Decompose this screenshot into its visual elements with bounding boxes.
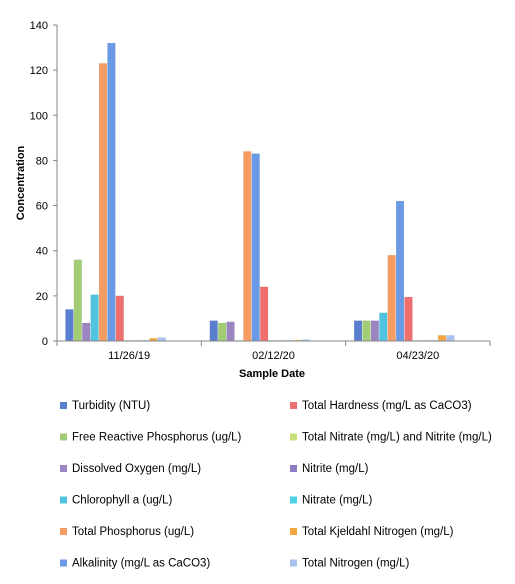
- y-tick-label: 40: [36, 246, 48, 258]
- legend-swatch: [60, 433, 67, 441]
- bar-dissolved-oxygen-mg-l-02-12-20: [226, 321, 235, 342]
- legend-item-total-hardness-mg-l-as-caco3: Total Hardness (mg/L as CaCO3): [290, 400, 472, 412]
- bar-free-reactive-phosphorus-ug-l-02-12-20: [217, 322, 227, 342]
- legend-label: Free Reactive Phosphorus (ug/L): [72, 432, 242, 444]
- bar-dissolved-oxygen-mg-l-11-26-19: [82, 322, 91, 342]
- x-tick-label: 04/23/20: [396, 350, 439, 362]
- bar-turbidity-ntu-04-23-20: [353, 320, 363, 342]
- y-tick-label: 80: [36, 155, 48, 167]
- legend-swatch: [290, 402, 297, 409]
- bar-chlorophyll-a-ug-l-11-26-19: [90, 294, 99, 342]
- bar-alkalinity-mg-l-as-caco3-02-12-20: [251, 153, 260, 342]
- legend-label: Turbidity (NTU): [72, 400, 150, 412]
- legend-item-total-nitrate-mg-l-and-nitrite-mg-l: Total Nitrate (mg/L) and Nitrite (mg/L): [290, 432, 492, 444]
- bar-free-reactive-phosphorus-ug-l-11-26-19: [73, 259, 82, 342]
- legend-swatch: [290, 465, 297, 472]
- bar-turbidity-ntu-11-26-19: [65, 309, 74, 342]
- bar-total-hardness-mg-l-as-caco3-04-23-20: [404, 296, 413, 342]
- x-axis-title: Sample Date: [239, 368, 305, 380]
- legend-item-total-kjeldahl-nitrogen-mg-l: Total Kjeldahl Nitrogen (mg/L): [290, 526, 454, 538]
- legend-item-nitrite-mg-l: Nitrite (mg/L): [290, 463, 369, 475]
- legend-item-nitrate-mg-l: Nitrate (mg/L): [290, 495, 372, 507]
- bar-total-phosphorus-ug-l-11-26-19: [98, 63, 108, 342]
- y-axis: 0 20 40 60 80 100 120 140: [30, 20, 58, 348]
- bar-total-nitrogen-mg-l-11-26-19: [157, 337, 166, 342]
- legend-label: Total Kjeldahl Nitrogen (mg/L): [302, 526, 454, 538]
- bar-total-phosphorus-ug-l-02-12-20: [243, 151, 252, 342]
- bar-chlorophyll-a-ug-l-04-23-20: [379, 312, 388, 342]
- bar-total-nitrogen-mg-l-04-23-20: [446, 335, 455, 342]
- legend-swatch: [60, 496, 67, 504]
- legend-swatch: [290, 559, 297, 567]
- legend: Turbidity (NTU) Free Reactive Phosphorus …: [60, 400, 492, 570]
- legend-swatch: [60, 528, 67, 535]
- y-tick-label: 20: [36, 291, 48, 303]
- x-axis: 11/26/19 02/12/20 04/23/20: [56, 340, 491, 362]
- legend-label: Total Phosphorus (ug/L): [72, 526, 194, 538]
- bar-alkalinity-mg-l-as-caco3-04-23-20: [395, 200, 405, 342]
- legend-label: Dissolved Oxygen (mg/L): [72, 463, 201, 475]
- y-axis-title: Concentration: [15, 145, 27, 220]
- legend-label: Total Nitrogen (mg/L): [302, 558, 410, 570]
- legend-label: Alkalinity (mg/L as CaCO3): [72, 558, 210, 570]
- y-tick-label: 100: [30, 110, 48, 122]
- legend-label: Nitrate (mg/L): [302, 495, 372, 507]
- legend-label: Total Nitrate (mg/L) and Nitrite (mg/L): [302, 432, 492, 444]
- y-tick-label: 60: [36, 201, 48, 213]
- legend-item-total-phosphorus-ug-l: Total Phosphorus (ug/L): [60, 526, 194, 538]
- legend-label: Nitrite (mg/L): [302, 463, 369, 475]
- legend-item-alkalinity-mg-l-as-caco3: Alkalinity (mg/L as CaCO3): [60, 558, 210, 570]
- legend-item-total-nitrogen-mg-l: Total Nitrogen (mg/L): [290, 558, 410, 570]
- legend-item-free-reactive-phosphorus-ug-l: Free Reactive Phosphorus (ug/L): [60, 432, 242, 444]
- legend-item-turbidity-ntu: Turbidity (NTU): [60, 400, 150, 412]
- bar-alkalinity-mg-l-as-caco3-11-26-19: [107, 42, 116, 342]
- bar-total-hardness-mg-l-as-caco3-11-26-19: [115, 295, 124, 342]
- bar-total-kjeldahl-nitrogen-mg-l-04-23-20: [437, 335, 447, 342]
- bar-dissolved-oxygen-mg-l-04-23-20: [370, 320, 380, 342]
- bar-free-reactive-phosphorus-ug-l-04-23-20: [362, 320, 371, 342]
- legend-item-chlorophyll-a-ug-l: Chlorophyll a (ug/L): [60, 495, 173, 507]
- legend-swatch: [290, 528, 297, 535]
- bar-total-hardness-mg-l-as-caco3-02-12-20: [259, 286, 269, 342]
- y-tick-label: 140: [30, 20, 48, 32]
- bar-turbidity-ntu-02-12-20: [209, 320, 218, 342]
- legend-swatch: [290, 496, 297, 504]
- legend-swatch: [60, 402, 67, 409]
- y-tick-label: 0: [42, 336, 48, 348]
- x-tick-label: 11/26/19: [108, 350, 150, 362]
- x-tick-label: 02/12/20: [252, 350, 295, 362]
- legend-label: Total Hardness (mg/L as CaCO3): [302, 400, 472, 412]
- plot-area: [65, 42, 455, 342]
- legend-swatch: [290, 433, 297, 441]
- y-tick-label: 120: [30, 65, 48, 77]
- legend-swatch: [60, 465, 67, 472]
- legend-item-dissolved-oxygen-mg-l: Dissolved Oxygen (mg/L): [60, 463, 201, 475]
- legend-swatch: [60, 559, 67, 567]
- legend-label: Chlorophyll a (ug/L): [72, 495, 173, 507]
- bar-total-phosphorus-ug-l-04-23-20: [387, 254, 396, 342]
